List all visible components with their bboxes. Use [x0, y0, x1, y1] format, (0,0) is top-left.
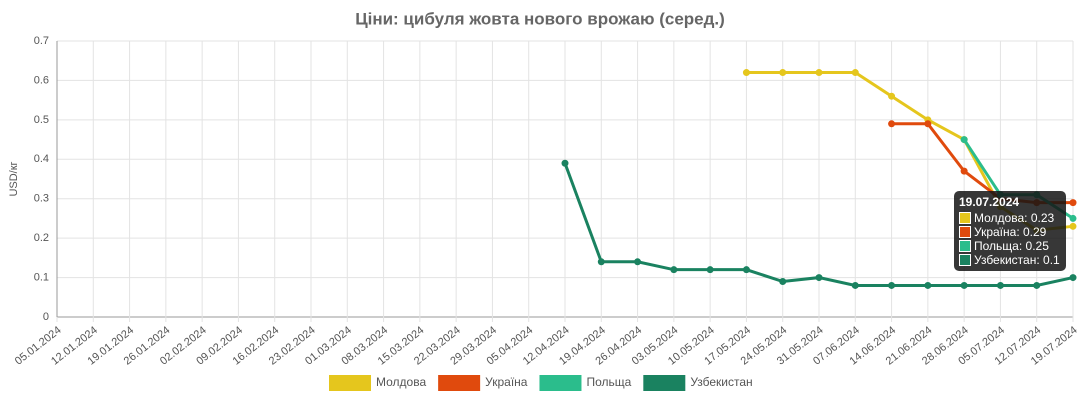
- data-point: [1069, 222, 1077, 230]
- data-point: [779, 278, 787, 286]
- chart-title: Ціни: цибуля жовта нового врожаю (серед.…: [355, 9, 725, 28]
- data-point: [634, 258, 642, 266]
- y-axis-label: USD/кг: [8, 161, 20, 196]
- y-tick-label: 0.4: [34, 153, 49, 165]
- data-point: [888, 92, 896, 100]
- data-point: [815, 274, 823, 282]
- data-point: [742, 69, 750, 77]
- tooltip-row: Узбекистан: 0.1: [959, 253, 1061, 267]
- data-point: [597, 258, 605, 266]
- data-point: [960, 167, 968, 175]
- tooltip-name: Узбекистан: [974, 253, 1037, 267]
- data-point: [779, 69, 787, 77]
- data-point: [670, 266, 678, 274]
- legend-swatch: [329, 375, 371, 391]
- tooltip-row: Україна: 0.29: [959, 225, 1061, 239]
- tooltip-value: 0.29: [1023, 225, 1047, 239]
- tooltip: 19.07.2024 Молдова: 0.23 Україна: 0.29 Пол…: [954, 191, 1066, 271]
- tooltip-swatch: [959, 254, 971, 266]
- tooltip-value: 0.23: [1030, 211, 1055, 225]
- data-point: [960, 281, 968, 289]
- data-point: [888, 120, 896, 128]
- data-point: [851, 69, 859, 77]
- y-tick-label: 0.5: [34, 114, 49, 126]
- data-point: [1033, 281, 1041, 289]
- data-point: [888, 281, 896, 289]
- data-point: [851, 281, 859, 289]
- tooltip-title: 19.07.2024: [959, 195, 1020, 209]
- legend-swatch: [643, 375, 686, 391]
- tooltip-value: 0.25: [1025, 239, 1049, 253]
- tooltip-value: 0.1: [1043, 253, 1060, 267]
- tooltip-swatch: [959, 226, 971, 238]
- legend-label: Україна: [485, 375, 528, 389]
- y-tick-label: 0.1: [34, 271, 49, 283]
- tooltip-row: Молдова: 0.23: [959, 211, 1061, 225]
- y-tick-label: 0: [43, 311, 49, 323]
- data-point: [1069, 274, 1077, 282]
- tooltip-swatch: [959, 240, 971, 252]
- tooltip-swatch: [959, 212, 971, 224]
- data-point: [815, 69, 823, 77]
- y-tick-label: 0.7: [34, 35, 49, 47]
- data-point: [960, 136, 968, 144]
- tooltip-row: Польща: 0.25: [959, 239, 1061, 253]
- legend-swatch: [539, 375, 582, 391]
- legend-swatch: [438, 375, 481, 391]
- data-point: [1069, 214, 1077, 222]
- data-point: [996, 281, 1004, 289]
- data-point: [924, 120, 932, 128]
- data-point: [924, 281, 932, 289]
- data-point: [561, 159, 569, 167]
- data-point: [706, 266, 714, 274]
- y-tick-label: 0.3: [34, 193, 49, 205]
- legend-label: Молдова: [376, 375, 426, 389]
- y-tick-label: 0.6: [34, 74, 49, 86]
- tooltip-name: Молдова: [974, 211, 1025, 225]
- legend-label: Узбекистан: [690, 375, 752, 389]
- data-point: [1069, 199, 1077, 207]
- legend-label: Польща: [586, 375, 631, 389]
- tooltip-name: Польща: [974, 239, 1019, 253]
- y-tick-label: 0.2: [34, 232, 49, 244]
- data-point: [742, 266, 750, 274]
- tooltip-name: Україна: [974, 225, 1017, 239]
